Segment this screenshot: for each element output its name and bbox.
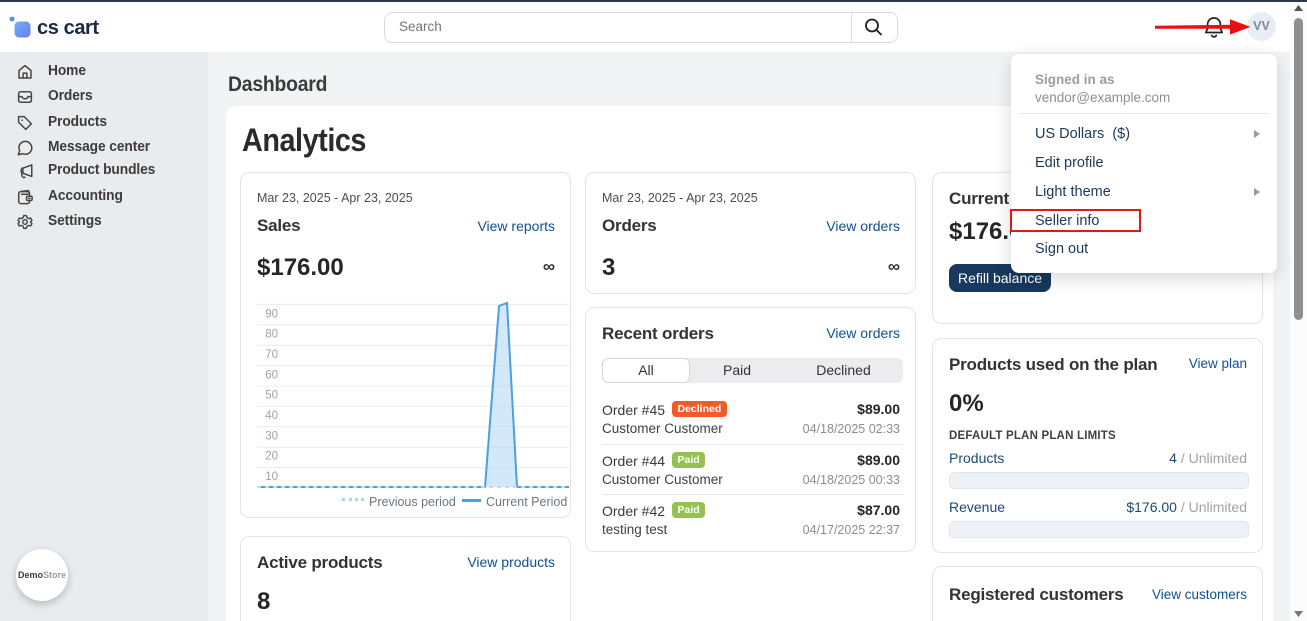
svg-text:50: 50 <box>265 390 278 402</box>
svg-text:30: 30 <box>265 430 278 442</box>
svg-text:70: 70 <box>265 349 278 361</box>
svg-text:10: 10 <box>265 471 278 483</box>
svg-text:20: 20 <box>265 451 278 463</box>
svg-text:90: 90 <box>265 308 278 320</box>
svg-text:60: 60 <box>265 369 278 381</box>
svg-text:40: 40 <box>265 410 278 422</box>
svg-text:80: 80 <box>265 329 278 341</box>
